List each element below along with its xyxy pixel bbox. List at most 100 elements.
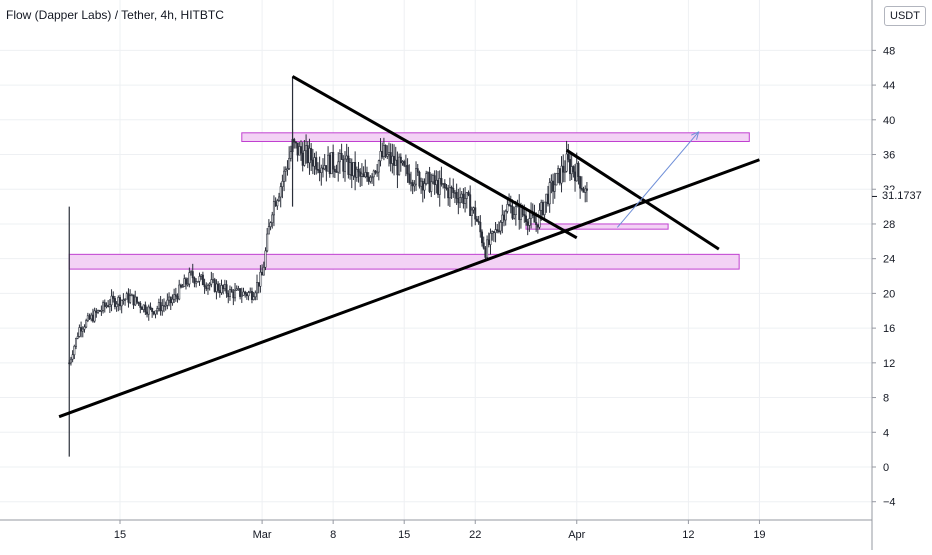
candle-body (557, 168, 560, 174)
x-tick-label: 15 (114, 529, 126, 541)
candle-body (80, 327, 83, 332)
candle-body (264, 250, 267, 268)
candle-body (580, 187, 583, 190)
candle-body (271, 214, 274, 224)
candle-body (443, 183, 446, 188)
candle-body (545, 193, 548, 203)
candle-body (134, 296, 137, 306)
candle-body (450, 186, 453, 189)
candle-body (568, 159, 571, 175)
candle-body (440, 178, 443, 185)
candle-body (420, 180, 423, 187)
candle-body (289, 151, 292, 159)
candle-body (129, 295, 132, 303)
candle-body (235, 288, 238, 291)
candle-body (186, 283, 189, 286)
candle-body (533, 215, 536, 223)
candle-body (577, 162, 580, 177)
candle-body (205, 286, 208, 290)
y-tick-label: 28 (883, 219, 895, 231)
candle-body (98, 310, 101, 312)
candle-body (240, 295, 243, 297)
candle-body (110, 295, 113, 306)
candle-body (562, 165, 565, 173)
candle-body (305, 145, 308, 152)
last-price-label: 31.1737 (880, 190, 924, 202)
candle-body (528, 218, 531, 226)
candle-body (404, 164, 407, 167)
candle-body (323, 165, 326, 170)
candle-body (508, 204, 511, 206)
candle-body (501, 214, 504, 223)
candle-body (201, 274, 204, 286)
candle-body (486, 239, 489, 258)
x-tick-label: Mar (253, 529, 272, 541)
candle-body (384, 144, 387, 157)
candle-body (338, 153, 341, 163)
candle-body (190, 271, 193, 273)
candle-body (535, 222, 538, 225)
candle-body (125, 293, 128, 300)
candle-body (242, 291, 245, 296)
candle-body (144, 304, 147, 313)
candle-body (108, 304, 111, 307)
candle-body (181, 286, 184, 288)
candle-body (433, 175, 436, 185)
candle-body (526, 221, 529, 226)
candle-body (117, 297, 120, 305)
candle-body (296, 142, 299, 156)
candle-body (435, 179, 438, 185)
candle-body (176, 295, 179, 300)
candle-body (355, 168, 358, 178)
candle-body (372, 170, 375, 178)
candle-body (316, 169, 319, 171)
candle-body (195, 281, 198, 284)
lower-support-zone (68, 253, 740, 270)
currency-badge[interactable]: USDT (884, 6, 926, 26)
y-tick-label: 48 (883, 45, 895, 57)
candle-body (227, 293, 230, 297)
candle-body (426, 172, 429, 174)
candle-body (281, 181, 284, 187)
candle-body (196, 280, 199, 283)
candle-body (492, 231, 495, 233)
candle-body (159, 302, 162, 312)
candle-body (523, 214, 526, 217)
candle-body (408, 173, 411, 183)
candle-body (469, 194, 472, 216)
candle-body (272, 201, 275, 216)
candle-body (335, 171, 338, 173)
candle-body (245, 293, 248, 297)
candle-body (585, 188, 588, 191)
candle-body (140, 307, 143, 310)
candle-body (430, 181, 433, 192)
candle-body (509, 205, 512, 207)
candle-body (489, 233, 492, 245)
candle-body (206, 285, 209, 290)
candle-body (538, 210, 541, 228)
candle-body (147, 306, 150, 315)
candle-body (157, 302, 160, 309)
candle-body (103, 302, 106, 307)
candle-body (371, 176, 374, 179)
candle-body (321, 167, 324, 170)
candle-body (582, 189, 585, 193)
candle-body (536, 224, 539, 228)
candle-body (567, 153, 570, 160)
candle-body (174, 294, 177, 297)
candle-body (173, 294, 176, 300)
candle-body (479, 221, 482, 233)
candle-body (259, 271, 262, 287)
candle-body (191, 271, 194, 279)
candle-body (298, 146, 301, 156)
candle-body (286, 168, 289, 171)
candle-body (188, 272, 191, 285)
candle-body (288, 157, 291, 169)
x-tick-label: 22 (469, 529, 481, 541)
candle-body (472, 207, 475, 211)
candle-body (379, 151, 382, 162)
candle-body (83, 326, 86, 330)
candle-body (200, 274, 203, 277)
y-tick-label: 12 (883, 358, 895, 370)
